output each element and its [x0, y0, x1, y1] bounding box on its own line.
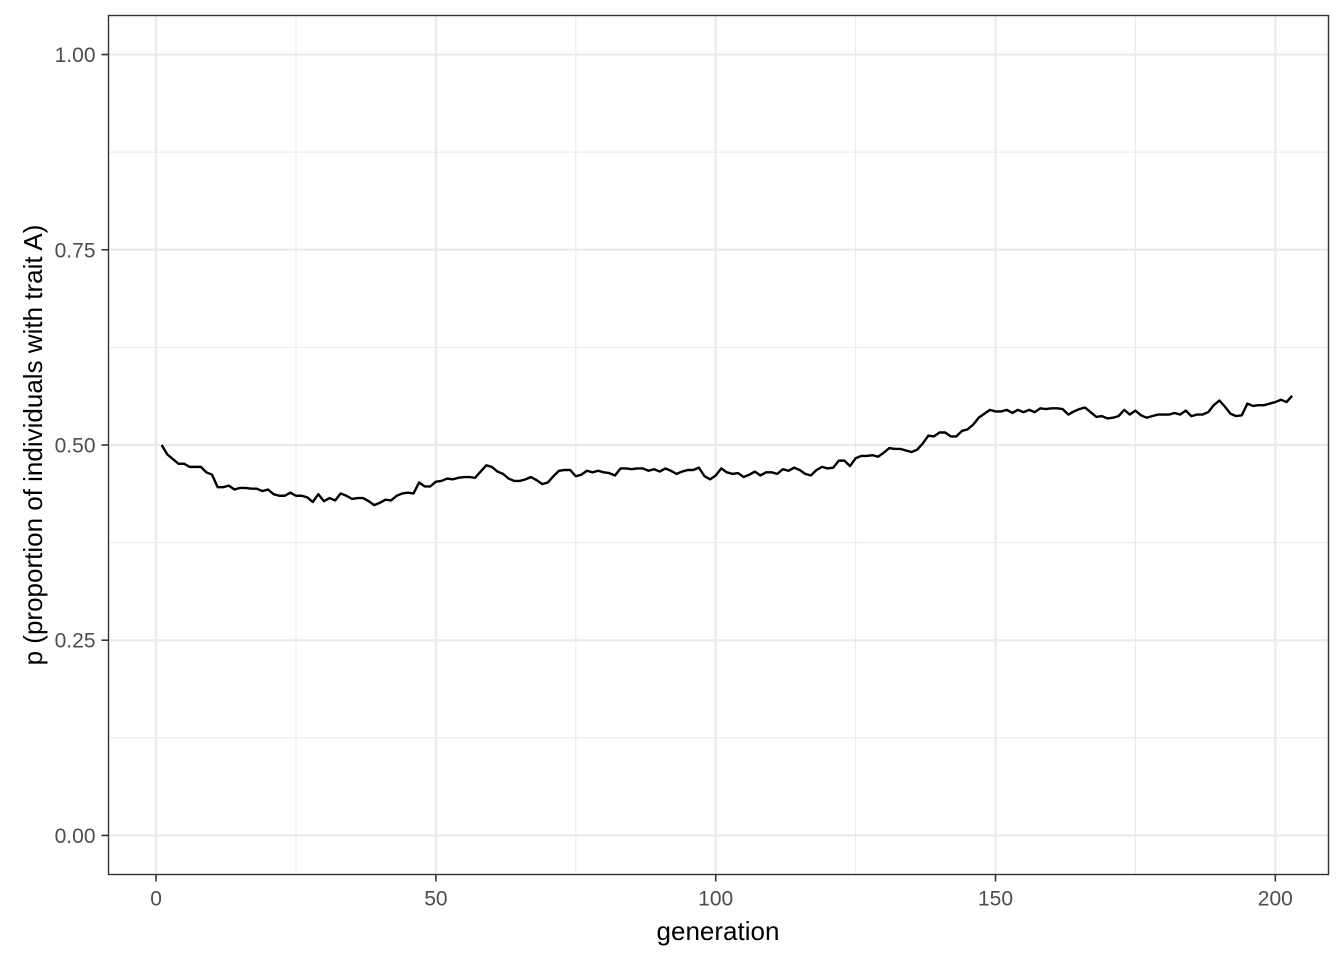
- x-axis-title: generation: [657, 916, 780, 946]
- y-axis-title: p (proportion of individuals with trait …: [18, 225, 48, 666]
- x-axis-ticks: 0 50 100 150 200: [150, 874, 1293, 911]
- x-tick-label: 0: [150, 888, 162, 911]
- x-tick-label: 150: [978, 888, 1013, 911]
- x-tick-label: 100: [698, 888, 733, 911]
- y-tick-label: 0.25: [55, 630, 96, 653]
- y-tick-label: 1.00: [55, 44, 96, 67]
- y-tick-label: 0.00: [55, 825, 96, 848]
- x-tick-label: 200: [1258, 888, 1293, 911]
- series-line: [160, 395, 1294, 507]
- x-tick-label: 50: [424, 888, 447, 911]
- y-axis-ticks: 0.00 0.25 0.50 0.75 1.00: [55, 44, 109, 848]
- y-tick-label: 0.50: [55, 435, 96, 458]
- major-gridlines: [108, 15, 1329, 875]
- series-layer: [160, 395, 1294, 507]
- y-tick-label: 0.75: [55, 239, 96, 262]
